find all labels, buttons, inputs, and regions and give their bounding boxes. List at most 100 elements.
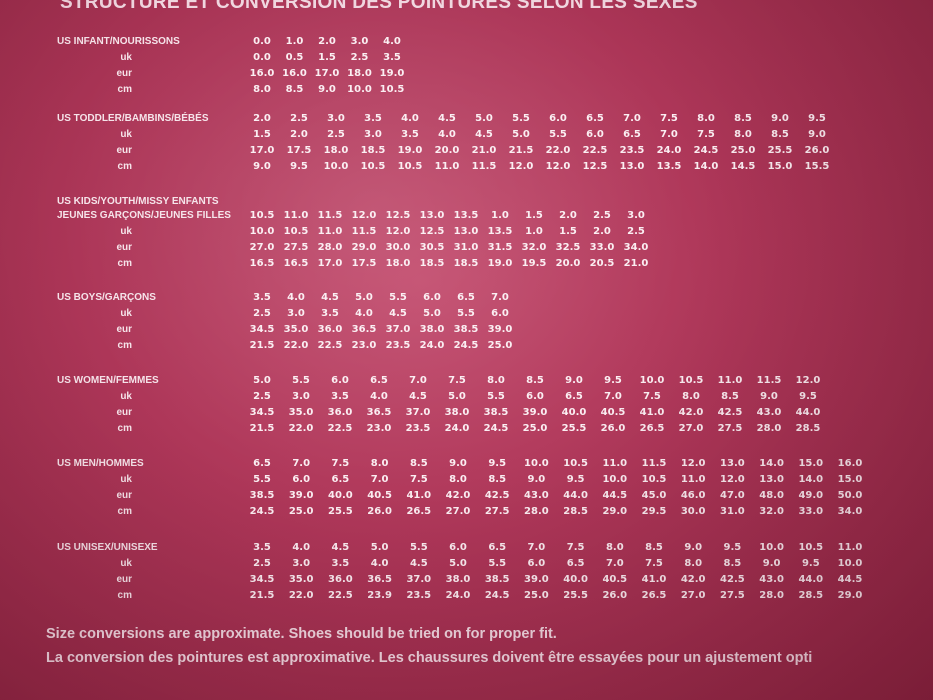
size-cell: 33.0	[589, 242, 615, 253]
section-label: US BOYS/GARÇONS	[57, 292, 156, 303]
size-cell: 6.5	[457, 292, 475, 303]
size-cell: 38.0	[445, 574, 471, 585]
size-cell: 9.0	[771, 113, 789, 124]
size-cell: 3.5	[383, 52, 401, 63]
size-cell: 6.5	[253, 458, 271, 469]
size-cell: 3.0	[292, 558, 311, 569]
size-cell: 7.5	[643, 391, 661, 402]
size-cell: 2.5	[290, 113, 308, 124]
size-cell: 22.0	[288, 423, 314, 434]
size-cell: 8.0	[449, 474, 467, 485]
size-cell: 11.5	[756, 375, 782, 386]
size-cell: 10.0	[759, 542, 784, 553]
size-cell: 11.0	[680, 474, 706, 485]
size-cell: 11.0	[434, 161, 460, 172]
size-cell: 40.0	[561, 407, 587, 418]
size-cell: 31.5	[487, 242, 513, 253]
size-cell: 6.0	[331, 375, 349, 386]
size-cell: 26.0	[602, 590, 628, 601]
row-label-eur: eur	[116, 145, 132, 156]
size-cell: 9.5	[799, 391, 817, 402]
size-cell: 3.0	[364, 129, 382, 140]
size-cell: 8.5	[721, 391, 739, 402]
size-cell: 1.5	[525, 210, 543, 221]
size-cell: 24.0	[656, 145, 682, 156]
size-cell: 18.5	[453, 258, 479, 269]
size-cell: 10.0	[639, 375, 665, 386]
section-label: US WOMEN/FEMMES	[57, 375, 159, 386]
size-cell: 44.5	[602, 490, 628, 501]
size-cell: 25.0	[730, 145, 756, 156]
size-cell: 0.5	[285, 52, 304, 63]
row-label-cm: cm	[117, 506, 132, 517]
size-cell: 11.0	[317, 226, 343, 237]
size-cell: 13.5	[453, 210, 479, 221]
size-cell: 32.0	[759, 506, 784, 517]
size-cell: 26.0	[367, 506, 392, 517]
size-cell: 7.0	[409, 375, 427, 386]
size-cell: 6.0	[423, 292, 441, 303]
size-cell: 10.5	[397, 161, 423, 172]
size-cell: 42.0	[680, 574, 706, 585]
size-cell: 28.5	[798, 590, 824, 601]
size-cell: 12.0	[545, 161, 571, 172]
row-label-uk: uk	[120, 474, 132, 485]
size-cell: 24.5	[483, 423, 509, 434]
section-label: US MEN/HOMMES	[57, 458, 144, 469]
size-cell: 9.0	[760, 391, 778, 402]
size-cell: 7.5	[331, 458, 350, 469]
size-cell: 1.0	[285, 36, 304, 47]
size-cell: 36.0	[317, 324, 343, 335]
size-cell: 2.0	[318, 36, 336, 47]
size-cell: 10.0	[323, 161, 349, 172]
size-cell: 3.0	[292, 391, 310, 402]
size-cell: 7.0	[527, 542, 546, 553]
size-cell: 39.0	[524, 574, 549, 585]
size-cell: 0.0	[253, 36, 271, 47]
size-cell: 6.5	[623, 129, 641, 140]
size-cell: 24.5	[484, 590, 510, 601]
size-cell: 27.0	[678, 423, 704, 434]
size-cell: 15.5	[804, 161, 830, 172]
size-cell: 4.0	[401, 113, 419, 124]
size-cell: 7.0	[491, 292, 509, 303]
size-cell: 44.0	[563, 490, 588, 501]
size-cell: 11.0	[602, 458, 628, 469]
size-cell: 21.5	[249, 423, 275, 434]
size-cell: 4.5	[409, 558, 428, 569]
size-cell: 30.5	[419, 242, 445, 253]
size-cell: 20.5	[589, 258, 615, 269]
size-cell: 10.5	[678, 375, 704, 386]
size-cell: 9.0	[253, 161, 271, 172]
size-cell: 45.0	[641, 490, 667, 501]
row-label-uk: uk	[120, 391, 132, 402]
size-cell: 36.5	[351, 324, 377, 335]
size-cell: 38.0	[419, 324, 445, 335]
size-cell: 40.5	[600, 407, 626, 418]
size-cell: 22.5	[582, 145, 608, 156]
size-cell: 2.5	[593, 210, 611, 221]
size-cell: 29.0	[602, 506, 628, 517]
size-cell: 37.0	[405, 407, 431, 418]
size-cell: 30.0	[680, 506, 706, 517]
size-cell: 9.5	[723, 542, 742, 553]
size-cell: 27.0	[445, 506, 471, 517]
size-cell: 24.5	[693, 145, 719, 156]
size-cell: 9.0	[527, 474, 546, 485]
size-cell: 2.0	[559, 210, 577, 221]
size-cell: 25.5	[767, 145, 793, 156]
note-french: La conversion des pointures est approxim…	[46, 650, 813, 666]
size-cell: 21.5	[249, 340, 275, 351]
size-cell: 32.5	[555, 242, 581, 253]
size-cell: 40.5	[602, 574, 628, 585]
size-cell: 7.5	[566, 542, 585, 553]
size-cell: 9.5	[290, 161, 308, 172]
size-cell: 3.0	[350, 36, 369, 47]
size-cell: 35.0	[288, 574, 314, 585]
size-cell: 39.0	[487, 324, 513, 335]
size-cell: 2.5	[350, 52, 369, 63]
size-cell: 47.0	[720, 490, 745, 501]
size-cell: 13.5	[487, 226, 513, 237]
size-cell: 5.0	[253, 375, 271, 386]
size-cell: 8.5	[488, 474, 507, 485]
